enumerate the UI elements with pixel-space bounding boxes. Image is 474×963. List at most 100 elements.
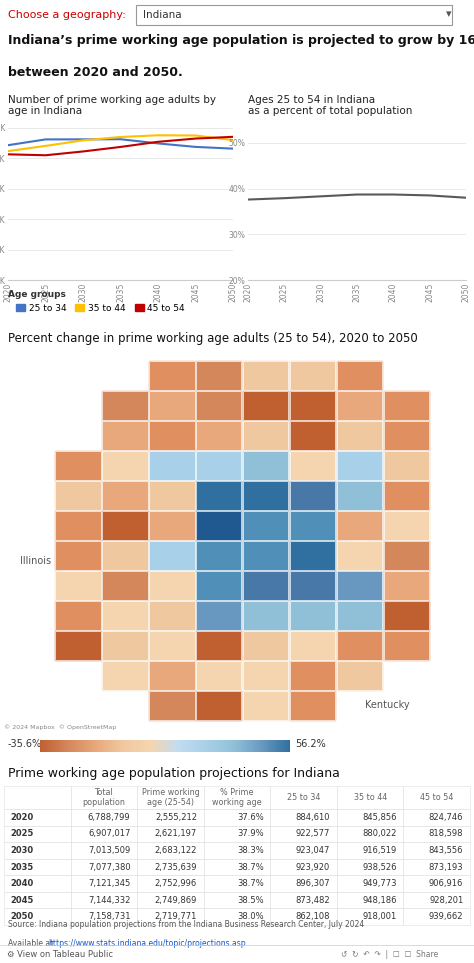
Bar: [149, 361, 195, 389]
Text: Kentucky: Kentucky: [365, 700, 410, 710]
Bar: [149, 391, 195, 420]
Text: Ages 25 to 54 in Indiana
as a percent of total population: Ages 25 to 54 in Indiana as a percent of…: [248, 94, 412, 117]
Bar: [102, 601, 148, 630]
Text: Available at: Available at: [8, 939, 55, 949]
Bar: [243, 691, 288, 719]
Bar: [290, 601, 335, 630]
Bar: [102, 661, 148, 690]
Bar: [55, 511, 101, 539]
Bar: [55, 541, 101, 569]
Bar: [243, 421, 288, 450]
Bar: [102, 451, 148, 480]
Bar: [337, 391, 382, 420]
Bar: [149, 451, 195, 480]
Bar: [243, 511, 288, 539]
Bar: [290, 421, 335, 450]
Bar: [55, 571, 101, 600]
Text: Choose a geography:: Choose a geography:: [8, 10, 126, 20]
Bar: [196, 661, 241, 690]
Bar: [383, 541, 429, 569]
Text: Illinois: Illinois: [20, 556, 51, 566]
Bar: [149, 511, 195, 539]
Bar: [290, 541, 335, 569]
Bar: [337, 661, 382, 690]
Bar: [149, 511, 195, 539]
Bar: [383, 451, 429, 480]
Bar: [196, 511, 241, 539]
Bar: [102, 391, 148, 420]
Bar: [337, 541, 382, 569]
Bar: [55, 481, 101, 509]
Bar: [243, 661, 288, 690]
Bar: [102, 541, 148, 569]
Text: Prime working age population projections for Indiana: Prime working age population projections…: [8, 767, 340, 779]
Bar: [337, 481, 382, 509]
Bar: [337, 391, 382, 420]
Bar: [290, 631, 335, 660]
Bar: [243, 541, 288, 569]
Bar: [149, 541, 195, 569]
Bar: [243, 631, 288, 660]
Bar: [383, 601, 429, 630]
Bar: [196, 451, 241, 480]
Bar: [149, 661, 195, 690]
Bar: [55, 451, 101, 480]
Bar: [149, 661, 195, 690]
Bar: [149, 601, 195, 630]
Bar: [196, 571, 241, 600]
Bar: [383, 511, 429, 539]
Bar: [290, 571, 335, 600]
Bar: [196, 601, 241, 630]
Bar: [55, 451, 101, 480]
Bar: [55, 511, 101, 539]
Bar: [196, 691, 241, 719]
Bar: [337, 541, 382, 569]
Text: © 2024 Mapbox  © OpenStreetMap: © 2024 Mapbox © OpenStreetMap: [4, 724, 116, 730]
Bar: [383, 481, 429, 509]
Bar: [290, 661, 335, 690]
Bar: [290, 661, 335, 690]
Text: -35.6%: -35.6%: [8, 739, 42, 749]
Bar: [149, 601, 195, 630]
Bar: [102, 541, 148, 569]
Bar: [243, 571, 288, 600]
Bar: [290, 481, 335, 509]
Bar: [196, 511, 241, 539]
Bar: [102, 511, 148, 539]
Bar: [55, 571, 101, 600]
Bar: [290, 511, 335, 539]
Bar: [196, 631, 241, 660]
Bar: [290, 391, 335, 420]
Bar: [149, 421, 195, 450]
Bar: [196, 601, 241, 630]
Bar: [290, 691, 335, 719]
Bar: [149, 391, 195, 420]
Bar: [290, 601, 335, 630]
Bar: [243, 361, 288, 389]
Bar: [337, 481, 382, 509]
Bar: [243, 511, 288, 539]
Bar: [149, 571, 195, 600]
Bar: [383, 451, 429, 480]
Text: Number of prime working age adults by
age in Indiana: Number of prime working age adults by ag…: [8, 94, 216, 117]
Bar: [243, 541, 288, 569]
Bar: [337, 421, 382, 450]
Bar: [102, 571, 148, 600]
Text: ▾: ▾: [446, 10, 451, 19]
Bar: [337, 361, 382, 389]
Bar: [383, 631, 429, 660]
Bar: [383, 571, 429, 600]
Bar: [196, 631, 241, 660]
Bar: [196, 451, 241, 480]
Bar: [149, 541, 195, 569]
Bar: [383, 481, 429, 509]
Bar: [196, 661, 241, 690]
Bar: [290, 511, 335, 539]
Bar: [196, 391, 241, 420]
Bar: [383, 391, 429, 420]
Bar: [243, 481, 288, 509]
Bar: [290, 571, 335, 600]
Bar: [243, 691, 288, 719]
Bar: [243, 631, 288, 660]
Bar: [196, 421, 241, 450]
